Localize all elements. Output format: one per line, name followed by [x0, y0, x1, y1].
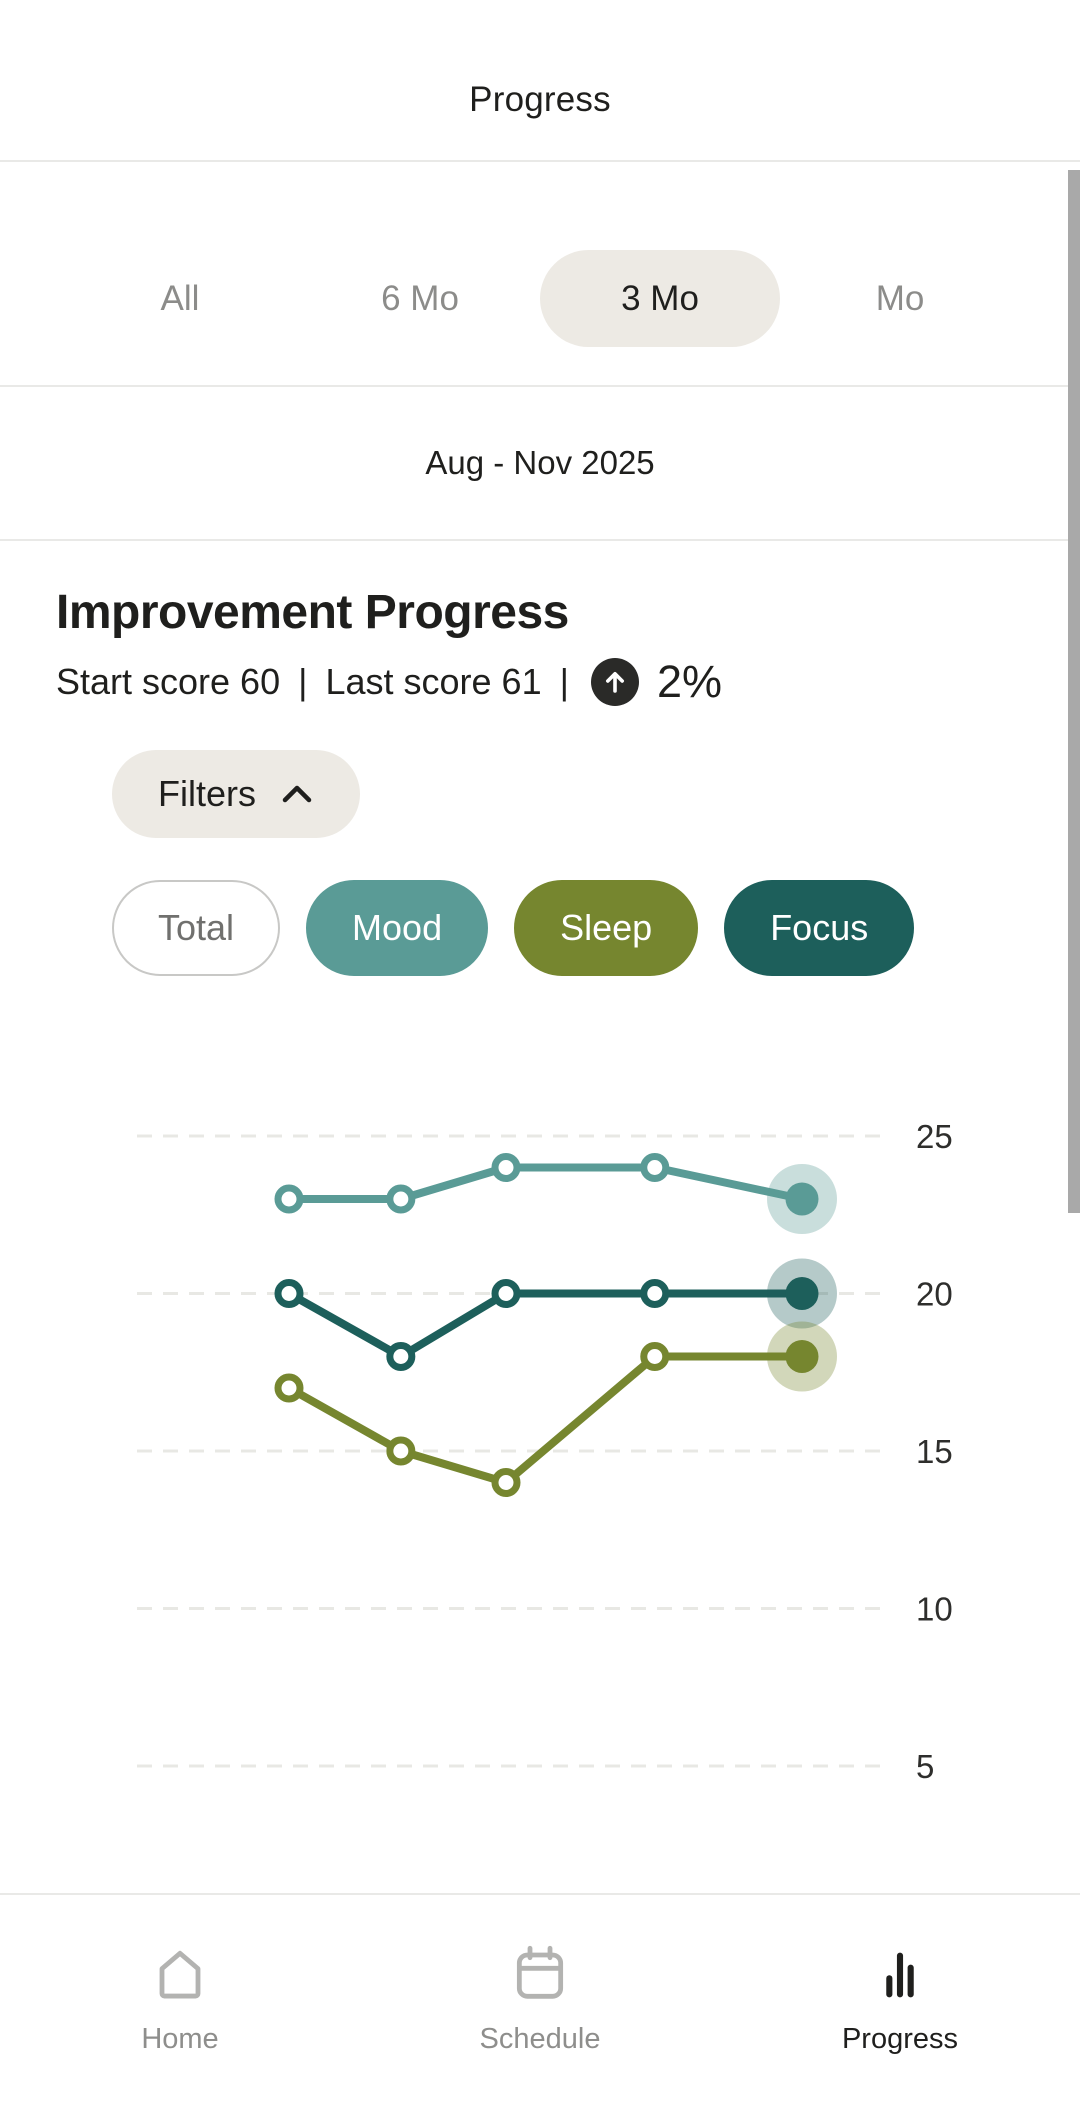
filters-button-label: Filters — [158, 773, 256, 814]
last-score-text: Last score 61 — [325, 661, 542, 702]
progress-line-chart: 25 20 15 10 5 — [137, 1118, 953, 1785]
nav-progress-label: Progress — [841, 2023, 959, 2055]
scrollbar-thumb[interactable] — [1068, 170, 1080, 1213]
date-range-row: Aug - Nov 2025 — [0, 387, 1080, 541]
calendar-icon — [508, 1941, 572, 2005]
bar-chart-icon — [868, 1941, 932, 2005]
bottom-nav: Home Schedule Progress — [0, 1893, 1080, 2106]
chip-sleep[interactable]: Sleep — [514, 880, 699, 976]
tab-all-label: All — [160, 278, 200, 318]
nav-schedule-label: Schedule — [479, 2023, 601, 2055]
arrow-up-circle-icon — [590, 658, 639, 706]
tab-mo-label: Mo — [875, 278, 925, 318]
time-range-segmented-control: All 6 Mo 3 Mo Mo — [0, 162, 1080, 387]
separator: | — [559, 661, 569, 702]
change-percent: 2% — [656, 656, 722, 707]
tab-6mo-label: 6 Mo — [381, 278, 459, 318]
nav-item-schedule[interactable]: Schedule — [360, 1895, 720, 2106]
chart-area: 25 20 15 10 5 — [0, 1050, 1080, 1820]
nav-item-home[interactable]: Home — [0, 1895, 360, 2106]
app-header: Progress — [0, 0, 1080, 162]
chip-total[interactable]: Total — [112, 880, 281, 976]
tab-3mo[interactable]: 3 Mo — [540, 250, 780, 347]
page-title: Progress — [469, 80, 611, 119]
score-summary: Start score 60 | Last score 61 | 2% — [56, 656, 1024, 708]
filters-button[interactable]: Filters — [112, 750, 360, 838]
home-icon — [148, 1941, 212, 2005]
chip-focus-label: Focus — [770, 907, 869, 948]
improvement-title: Improvement Progress — [56, 586, 569, 639]
start-score-text: Start score 60 — [56, 661, 281, 702]
chip-mood[interactable]: Mood — [306, 880, 489, 976]
chevron-up-icon — [280, 783, 314, 805]
chip-mood-label: Mood — [352, 907, 443, 948]
nav-item-progress[interactable]: Progress — [720, 1895, 1080, 2106]
chip-focus[interactable]: Focus — [724, 880, 915, 976]
svg-text:5: 5 — [916, 1748, 934, 1785]
svg-text:25: 25 — [916, 1118, 953, 1155]
tab-3mo-label: 3 Mo — [621, 278, 699, 318]
improvement-section: Improvement Progress Start score 60 | La… — [0, 541, 1080, 976]
tab-all[interactable]: All — [60, 250, 300, 347]
tab-6mo[interactable]: 6 Mo — [300, 250, 540, 347]
series-filter-chips: Total Mood Sleep Focus — [112, 880, 1024, 976]
tab-mo[interactable]: Mo — [780, 250, 1020, 347]
separator: | — [298, 661, 308, 702]
chip-total-label: Total — [158, 907, 235, 948]
svg-text:10: 10 — [916, 1591, 953, 1628]
date-range-label: Aug - Nov 2025 — [425, 444, 655, 481]
svg-text:15: 15 — [916, 1433, 953, 1470]
chip-sleep-label: Sleep — [560, 907, 653, 948]
nav-home-label: Home — [141, 2023, 219, 2055]
svg-text:20: 20 — [916, 1276, 953, 1313]
